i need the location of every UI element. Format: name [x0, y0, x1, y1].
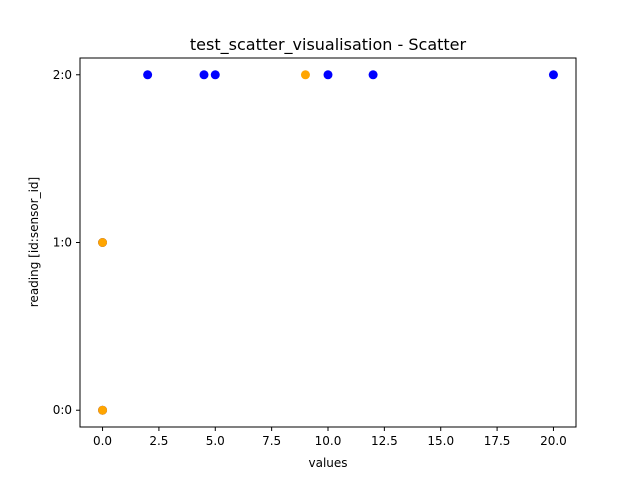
data-point [368, 70, 378, 80]
data-point [323, 70, 333, 80]
x-tick-label: 10.0 [315, 434, 342, 448]
x-tick-label: 7.5 [262, 434, 281, 448]
x-axis-label: values [308, 456, 347, 470]
data-point [143, 70, 153, 80]
x-tick-label: 12.5 [371, 434, 398, 448]
x-axis-ticks: 0.0 2.5 5.0 7.5 10.0 12.5 15.0 17.5 20.0 [93, 427, 567, 448]
data-point [548, 70, 558, 80]
plot-frame [79, 57, 577, 428]
y-tick-label: 2:0 [53, 68, 72, 82]
data-point [300, 70, 310, 80]
data-point [199, 70, 209, 80]
data-points [98, 70, 558, 415]
data-point [98, 238, 108, 247]
x-tick-label: 17.5 [484, 434, 511, 448]
x-tick-label: 20.0 [540, 434, 567, 448]
data-point [98, 405, 108, 415]
y-axis-label: reading [id:sensor_id] [27, 177, 41, 307]
chart-title: test_scatter_visualisation - Scatter [190, 35, 467, 55]
data-point [210, 70, 220, 80]
x-tick-label: 0.0 [93, 434, 112, 448]
x-tick-label: 2.5 [149, 434, 168, 448]
y-axis-ticks: 0:0 1:0 2:0 [53, 68, 80, 417]
y-tick-label: 1:0 [53, 236, 72, 250]
x-tick-label: 5.0 [206, 434, 225, 448]
x-tick-label: 15.0 [427, 434, 454, 448]
y-tick-label: 0:0 [53, 403, 72, 417]
